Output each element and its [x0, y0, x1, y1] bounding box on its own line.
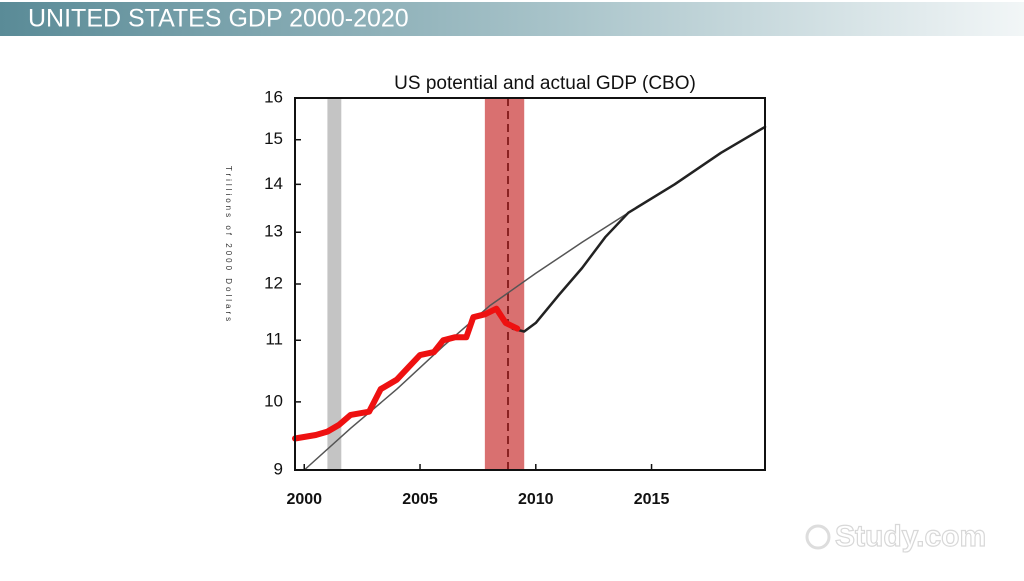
- y-tick-label: 10: [264, 391, 283, 410]
- x-tick-label: 2005: [402, 491, 438, 508]
- watermark: Study.com: [835, 520, 986, 553]
- line-series: [511, 125, 767, 333]
- chart-title: US potential and actual GDP (CBO): [394, 73, 696, 94]
- y-tick-label: 9: [274, 459, 283, 478]
- x-tick-label: 2015: [634, 491, 670, 508]
- recession-band: [484, 98, 525, 470]
- y-axis-label: Trillions of 2000 Dollars: [224, 166, 233, 324]
- y-tick-label: 16: [264, 87, 283, 106]
- y-tick-label: 11: [265, 330, 283, 349]
- header-bar: [0, 2, 1024, 36]
- x-tick-label: 2010: [518, 491, 554, 508]
- y-tick-label: 14: [264, 174, 283, 193]
- x-tick-label: 2000: [286, 491, 322, 508]
- line-series: [292, 305, 521, 442]
- y-tick-label: 12: [264, 273, 283, 292]
- logo-icon: [805, 524, 831, 550]
- y-tick-label: 15: [264, 129, 283, 148]
- line-series: [303, 126, 766, 471]
- recession-band: [327, 98, 342, 470]
- slide-title: UNITED STATES GDP 2000-2020: [28, 5, 409, 33]
- plot-area: 9 10 11 12 13 14 15 16 2000 2005 2010 2015: [264, 87, 767, 508]
- y-tick-label: 13: [264, 222, 283, 241]
